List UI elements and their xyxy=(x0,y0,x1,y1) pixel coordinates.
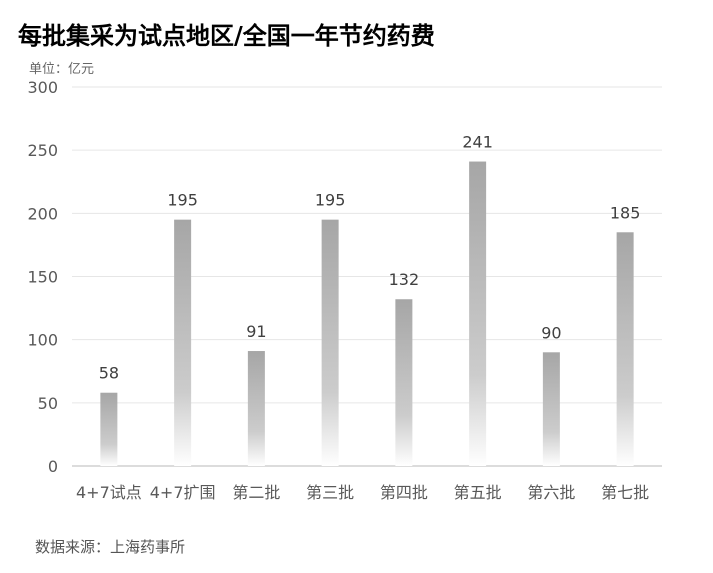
bar xyxy=(469,161,487,466)
x-tick-label: 第二批 xyxy=(232,483,280,502)
bar xyxy=(247,351,265,466)
x-tick-label: 第四批 xyxy=(380,483,428,502)
bar xyxy=(174,219,192,466)
y-tick-label: 0 xyxy=(48,457,58,476)
x-tick-label: 第六批 xyxy=(527,483,575,502)
x-tick-label: 第七批 xyxy=(601,483,649,502)
y-tick-label: 250 xyxy=(27,141,58,160)
y-tick-label: 50 xyxy=(38,394,58,413)
y-tick-label: 100 xyxy=(27,331,58,350)
y-tick-label: 200 xyxy=(27,204,58,223)
data-label: 195 xyxy=(167,191,198,210)
y-tick-label: 150 xyxy=(27,268,58,287)
x-tick-label: 4+7试点 xyxy=(76,483,142,502)
data-label: 90 xyxy=(541,323,561,342)
x-tick-label: 4+7扩围 xyxy=(150,483,216,502)
data-label: 241 xyxy=(462,133,493,152)
bar xyxy=(395,299,413,466)
unit-label: 单位：亿元 xyxy=(29,62,95,77)
data-label: 195 xyxy=(315,191,346,210)
data-label: 132 xyxy=(389,270,420,289)
bar xyxy=(542,352,560,466)
x-tick-label: 第五批 xyxy=(454,483,502,502)
source-note: 数据来源：上海药事所 xyxy=(35,538,186,556)
chart-title: 每批集采为试点地区/全国一年节约药费 xyxy=(18,21,435,50)
y-tick-label: 300 xyxy=(27,78,58,97)
data-label: 58 xyxy=(99,364,119,383)
data-label: 91 xyxy=(246,322,266,341)
bar xyxy=(100,392,118,466)
bar xyxy=(321,219,339,466)
x-tick-label: 第三批 xyxy=(306,483,354,502)
bar xyxy=(616,232,634,466)
data-label: 185 xyxy=(610,203,641,222)
